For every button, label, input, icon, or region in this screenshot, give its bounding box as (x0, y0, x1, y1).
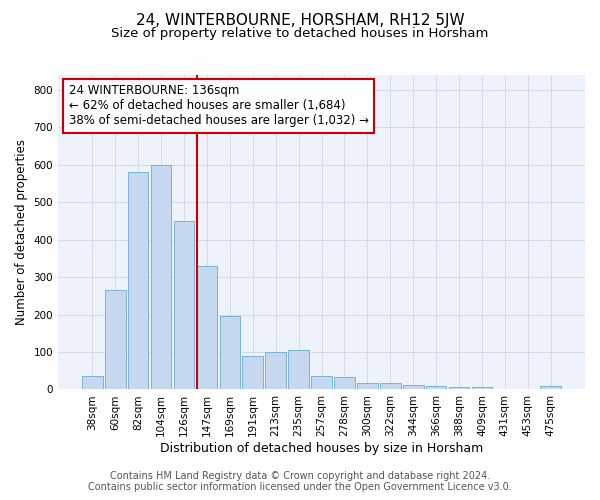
Text: 24, WINTERBOURNE, HORSHAM, RH12 5JW: 24, WINTERBOURNE, HORSHAM, RH12 5JW (136, 12, 464, 28)
Bar (242, 356, 263, 390)
Text: 24 WINTERBOURNE: 136sqm
← 62% of detached houses are smaller (1,684)
38% of semi: 24 WINTERBOURNE: 136sqm ← 62% of detache… (68, 84, 368, 128)
Bar (311, 376, 332, 390)
Bar (128, 172, 148, 390)
Bar (403, 385, 424, 390)
Y-axis label: Number of detached properties: Number of detached properties (15, 139, 28, 325)
Bar (105, 290, 125, 390)
Bar (288, 350, 309, 390)
Bar (220, 316, 240, 390)
Bar (82, 376, 103, 390)
Bar (334, 378, 355, 390)
Bar (472, 387, 492, 390)
Bar (357, 382, 377, 390)
Bar (380, 383, 401, 390)
Bar (173, 221, 194, 390)
X-axis label: Distribution of detached houses by size in Horsham: Distribution of detached houses by size … (160, 442, 483, 455)
Text: Contains HM Land Registry data © Crown copyright and database right 2024.
Contai: Contains HM Land Registry data © Crown c… (88, 471, 512, 492)
Bar (541, 386, 561, 390)
Bar (265, 352, 286, 390)
Bar (426, 386, 446, 390)
Text: Size of property relative to detached houses in Horsham: Size of property relative to detached ho… (112, 28, 488, 40)
Bar (449, 387, 469, 390)
Bar (197, 266, 217, 390)
Bar (151, 165, 172, 390)
